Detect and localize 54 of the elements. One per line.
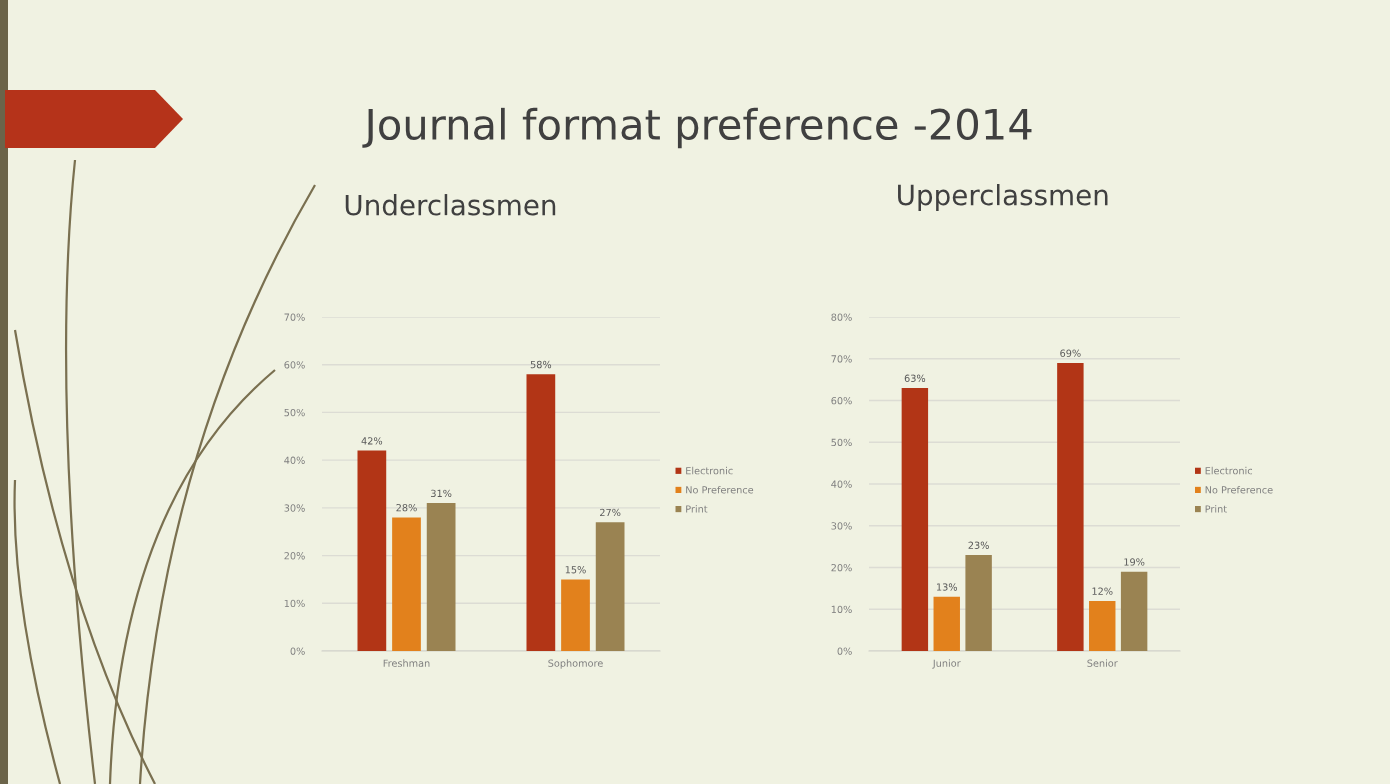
legend-label: Print (1205, 505, 1227, 513)
bar (901, 387, 929, 651)
legend-label: Electronic (686, 466, 733, 475)
y-tick-label: 60% (284, 361, 305, 369)
y-tick-label: 70% (284, 313, 305, 321)
y-tick-label: 20% (284, 552, 305, 560)
bar (392, 517, 421, 651)
bar (965, 554, 992, 651)
y-tick-label: 0% (837, 647, 852, 655)
y-tick-label: 60% (831, 396, 852, 405)
legend-label: No Preference (1205, 485, 1273, 494)
data-label: 42% (361, 437, 383, 445)
bar (1120, 571, 1148, 651)
legend-label: Print (686, 505, 708, 513)
data-label: 28% (396, 504, 417, 512)
data-label: 31% (431, 489, 452, 498)
data-label: 13% (937, 583, 958, 591)
data-label: 19% (1124, 558, 1145, 566)
data-label: 23% (968, 541, 989, 549)
y-tick-label: 40% (284, 456, 305, 464)
bar (595, 522, 625, 651)
x-tick-label: Junior (932, 659, 961, 669)
data-label: 58% (530, 360, 552, 369)
bar (1057, 362, 1084, 651)
bar (561, 579, 590, 651)
y-tick-label: 30% (284, 504, 305, 512)
bar (1089, 600, 1116, 651)
y-tick-label: 10% (284, 599, 305, 608)
x-tick-label: Sophomore (548, 659, 603, 669)
bar (933, 596, 960, 651)
data-label: 69% (1060, 349, 1081, 357)
data-label: 15% (565, 566, 586, 574)
chart-title: Upperclassmen (898, 184, 1108, 211)
data-label: 27% (600, 508, 621, 517)
y-tick-label: 30% (831, 522, 852, 530)
chart-title: Underclassmen (345, 194, 556, 216)
y-tick-label: 40% (831, 480, 852, 488)
bar (526, 374, 556, 651)
x-tick-label: Freshman (383, 659, 430, 667)
y-tick-label: 80% (831, 313, 852, 321)
y-tick-label: 70% (831, 355, 852, 363)
y-tick-label: 50% (831, 438, 852, 447)
text: Journal format preference -2014 (362, 107, 1032, 149)
data-label: 12% (1092, 587, 1113, 595)
y-tick-label: 20% (831, 563, 852, 572)
x-tick-label: Senior (1087, 659, 1118, 667)
legend-label: No Preference (686, 485, 754, 494)
y-tick-label: 10% (831, 605, 852, 614)
data-label: 63% (904, 374, 926, 382)
bar (426, 503, 456, 651)
legend-label: Electronic (1205, 466, 1253, 475)
bar (357, 450, 387, 651)
y-tick-label: 0% (290, 647, 305, 655)
y-tick-label: 50% (284, 408, 305, 417)
